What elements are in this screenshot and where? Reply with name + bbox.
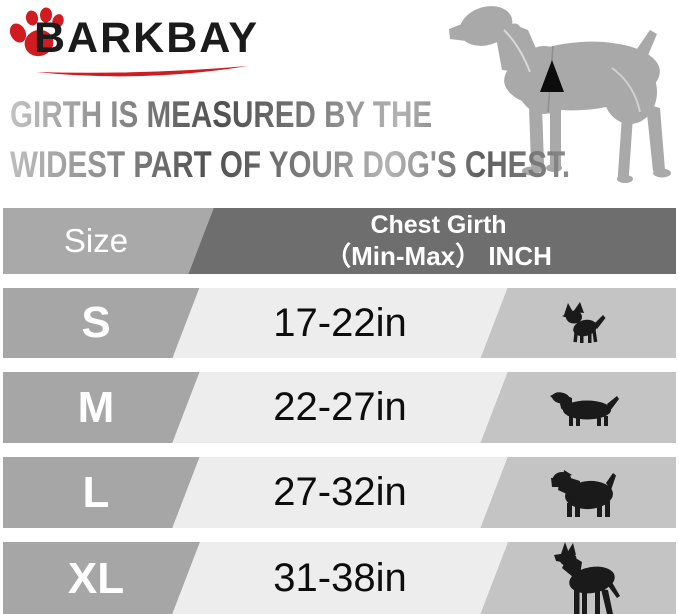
instruction-line-1: GIRTH IS MEASURED BY THE	[10, 94, 433, 135]
rottweiler-icon	[551, 469, 616, 517]
table-row-l: L 27-32in	[3, 457, 676, 528]
header-girth-label: Chest Girth （Min-Max） INCH	[325, 210, 552, 272]
girth-value-l: 27-32in	[273, 470, 407, 514]
paw-print-icon	[9, 7, 64, 57]
great-dane-icon	[554, 542, 620, 614]
size-label-m: M	[77, 382, 115, 432]
size-label-xl: XL	[67, 553, 125, 603]
brand-name: BARKBAY	[34, 14, 260, 62]
dachshund-icon	[550, 391, 619, 426]
header-size-label: Size	[63, 222, 129, 259]
girth-marker-triangle-icon	[540, 60, 564, 92]
table-row-xl: XL 31-38in	[3, 542, 676, 614]
table-header-row: Size Chest Girth （Min-Max） INCH	[3, 208, 676, 274]
girth-value-s: 17-22in	[273, 300, 407, 345]
dog-measurement-figure	[449, 6, 671, 183]
header-girth-line1: Chest Girth	[370, 211, 507, 239]
girth-value-m: 22-27in	[273, 385, 407, 429]
girth-value-xl: 31-38in	[273, 556, 407, 600]
brand-logo: BARKBAY	[6, 2, 260, 84]
table-row-m: M 22-27in	[3, 372, 676, 443]
size-label-l: L	[82, 467, 110, 517]
header-girth-line2: （Min-Max） INCH	[325, 241, 552, 271]
measurement-instruction: GIRTH IS MEASURED BY THE WIDEST PART OF …	[10, 90, 570, 190]
logo-swoosh	[36, 66, 248, 77]
instruction-line-2: WIDEST PART OF YOUR DOG'S CHEST.	[10, 144, 571, 185]
table-row-s: S 17-22in	[3, 288, 676, 358]
chihuahua-icon	[562, 302, 606, 343]
size-label-s: S	[81, 298, 111, 347]
size-table: Size Chest Girth （Min-Max） INCH S 17-22i…	[3, 208, 676, 614]
